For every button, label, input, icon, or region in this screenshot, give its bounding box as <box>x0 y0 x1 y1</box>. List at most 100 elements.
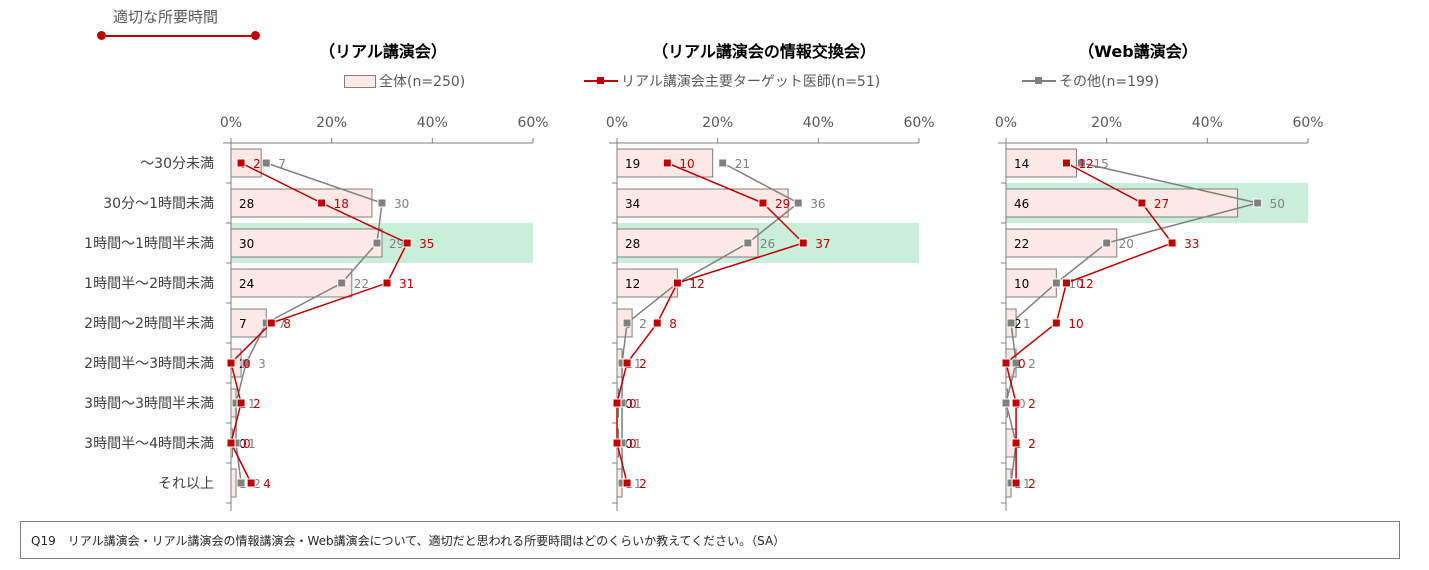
target-value-label: 27 <box>1154 197 1169 211</box>
other-value-label: 2 <box>1028 357 1036 371</box>
target-marker-icon <box>652 318 662 328</box>
bar-total <box>230 148 262 178</box>
bar-value-label: 0 <box>239 437 247 451</box>
other-value-label: 29 <box>389 237 404 251</box>
other-marker-icon <box>372 238 382 248</box>
bar-value-label: 12 <box>625 277 640 291</box>
other-value-label: 1 <box>634 397 642 411</box>
target-value-label: 10 <box>679 157 694 171</box>
target-marker-icon <box>1051 318 1061 328</box>
target-marker-icon <box>226 358 236 368</box>
chart-panel: 0%20%40%60%62830247210173029227311221835… <box>220 115 549 511</box>
other-marker-icon <box>1253 198 1263 208</box>
legend-target: リアル講演会主要ターゲット医師(n=51) <box>584 71 880 91</box>
chart-title-real-lecture: （リアル講演会） <box>319 42 447 61</box>
other-marker-icon <box>793 198 803 208</box>
target-marker-icon <box>612 438 622 448</box>
other-value-label: 1 <box>248 397 256 411</box>
x-tick-label: 40% <box>417 115 448 131</box>
y-axis-label: 3時間～3時間半未満 <box>84 396 214 412</box>
target-value-label: 2 <box>639 357 647 371</box>
other-value-label: 21 <box>735 157 750 171</box>
y-axis-label: 1時間～1時間半未満 <box>84 236 214 252</box>
target-value-label: 18 <box>334 197 349 211</box>
target-value-label: 4 <box>263 477 271 491</box>
chart-panel: 0%20%40%60%14462210220211550201012021122… <box>995 115 1324 511</box>
x-tick-label: 60% <box>903 115 934 131</box>
bar-value-label: 0 <box>625 397 633 411</box>
target-value-label: 2 <box>1028 397 1036 411</box>
bar-total <box>1005 188 1239 218</box>
other-marker-icon <box>241 358 251 368</box>
bar-total <box>1005 228 1118 258</box>
other-marker-icon <box>1102 238 1112 248</box>
target-value-label: 0 <box>1018 357 1026 371</box>
other-marker-icon <box>743 238 753 248</box>
bar-value-label: 46 <box>1014 197 1029 211</box>
other-value-label: 22 <box>354 277 369 291</box>
other-value-label: 1 <box>1023 317 1031 331</box>
bar-total <box>230 268 353 298</box>
other-value-label: 20 <box>1119 237 1134 251</box>
target-marker-icon <box>226 438 236 448</box>
other-value-label: 1 <box>634 357 642 371</box>
y-axis-label: それ以上 <box>158 476 214 492</box>
x-tick-label: 20% <box>316 115 347 131</box>
target-marker-icon <box>612 398 622 408</box>
x-tick-label: 0% <box>220 115 242 131</box>
question-footer: Q19 リアル講演会・リアル講演会の情報講演会・Web講演会について、適切だと思… <box>20 521 1400 559</box>
other-marker-icon <box>261 158 271 168</box>
bar-total <box>1005 268 1057 298</box>
chart-title-web-lecture: （Web講演会） <box>1078 42 1198 61</box>
legend-red-line-marker-icon <box>584 77 618 84</box>
other-value-label: 7 <box>278 157 286 171</box>
other-value-label: 50 <box>1270 197 1285 211</box>
other-marker-icon <box>1011 358 1021 368</box>
target-marker-icon <box>1167 238 1177 248</box>
other-value-label: 2 <box>1028 437 1036 451</box>
x-tick-label: 0% <box>606 115 628 131</box>
annotation-dot-left-icon <box>97 31 106 40</box>
x-tick-label: 40% <box>803 115 834 131</box>
target-value-label: 37 <box>815 237 830 251</box>
other-value-label: 12 <box>689 277 704 291</box>
x-tick-label: 60% <box>1292 115 1323 131</box>
bar-value-label: 2 <box>1014 317 1022 331</box>
target-value-label: 2 <box>253 157 261 171</box>
legend-other: その他(n=199) <box>1022 71 1159 91</box>
target-marker-icon <box>1061 278 1071 288</box>
target-value-label: 12 <box>1078 277 1093 291</box>
bar-value-label: 22 <box>1014 237 1029 251</box>
other-marker-icon <box>1051 278 1061 288</box>
target-marker-icon <box>317 198 327 208</box>
other-marker-icon <box>1006 318 1016 328</box>
other-marker-icon <box>718 158 728 168</box>
target-value-label: 31 <box>399 277 414 291</box>
bar-value-label: 14 <box>1014 157 1029 171</box>
target-value-label: 0 <box>629 397 637 411</box>
legend-total: 全体(n=250) <box>344 71 465 91</box>
x-tick-label: 20% <box>702 115 733 131</box>
target-value-label: 8 <box>283 317 291 331</box>
target-value-label: 35 <box>419 237 434 251</box>
other-value-label: 1 <box>634 477 642 491</box>
x-tick-label: 0% <box>995 115 1017 131</box>
target-marker-icon <box>1011 478 1021 488</box>
y-axis-label: 2時間～2時間半未満 <box>84 316 214 332</box>
target-value-label: 2 <box>639 477 647 491</box>
bar-value-label: 19 <box>625 157 640 171</box>
appropriate-time-annotation-label: 適切な所要時間 <box>113 8 219 26</box>
bar-total <box>616 228 759 258</box>
y-axis-label: 1時間半～2時間未満 <box>84 276 214 292</box>
target-marker-icon <box>402 238 412 248</box>
target-value-label: 12 <box>1078 157 1093 171</box>
bar-value-label: 10 <box>1014 277 1029 291</box>
target-marker-icon <box>662 158 672 168</box>
other-value-label: 30 <box>394 197 409 211</box>
other-marker-icon <box>1001 398 1011 408</box>
target-marker-icon <box>622 358 632 368</box>
bar-value-label: 0 <box>625 437 633 451</box>
target-marker-icon <box>1061 158 1071 168</box>
other-value-label: 7 <box>278 317 286 331</box>
target-marker-icon <box>1011 438 1021 448</box>
